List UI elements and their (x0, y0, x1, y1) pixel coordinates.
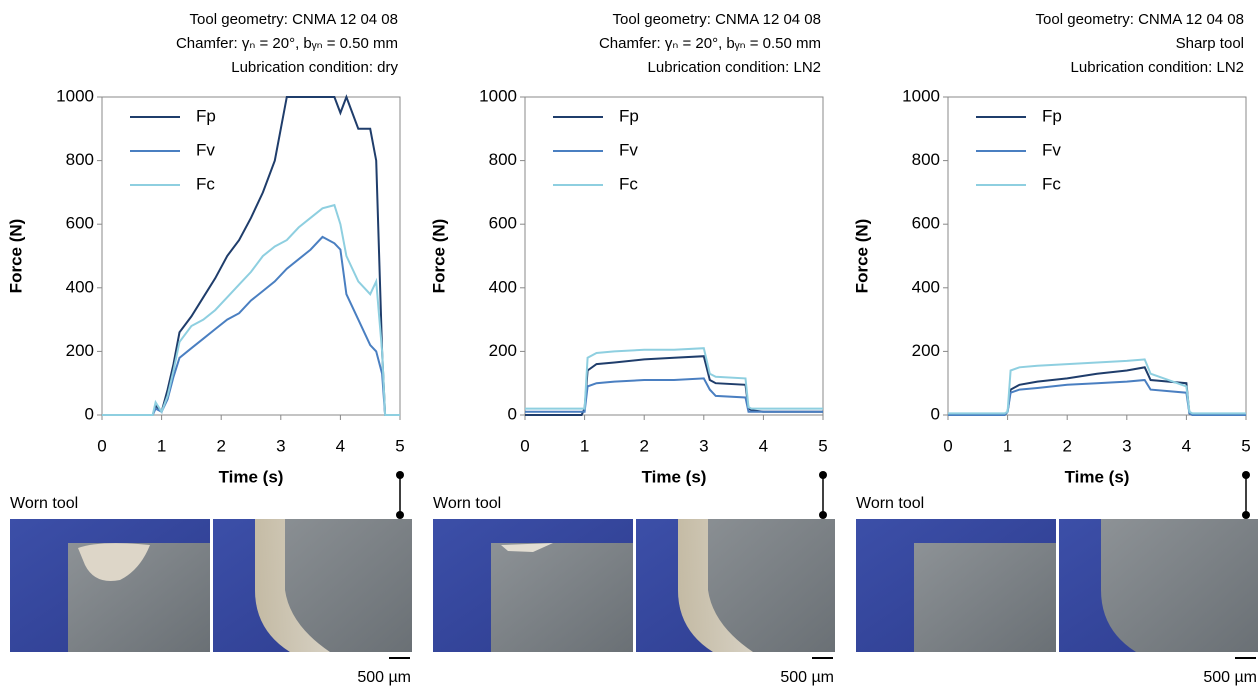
photo-label: Worn tool (856, 495, 924, 512)
series-line (525, 347, 823, 410)
x-tick-label: 2 (216, 436, 225, 455)
x-tick-label: 5 (1241, 436, 1250, 455)
x-axis-label: Time (s) (642, 467, 707, 486)
legend-label: Fv (619, 140, 638, 159)
series-line (948, 358, 1246, 415)
x-axis-label: Time (s) (219, 467, 284, 486)
connector-dot (396, 471, 404, 479)
plot-frame (947, 96, 1247, 416)
wear-band (678, 519, 753, 652)
series-line (525, 355, 823, 416)
x-tick-label: 1 (580, 436, 589, 455)
y-tick-label: 0 (85, 404, 94, 423)
chart-title: Sharp tool (1176, 35, 1244, 52)
wear-zone (501, 543, 553, 552)
connector-dot (1242, 511, 1250, 519)
connector-dot (819, 471, 827, 479)
legend-label: Fp (619, 106, 639, 125)
legend-label: Fc (196, 174, 215, 193)
x-tick-label: 3 (699, 436, 708, 455)
y-tick-label: 600 (66, 214, 94, 233)
chart-title: Lubrication condition: LN2 (1071, 59, 1244, 76)
x-tick-label: 4 (759, 436, 768, 455)
chart-title: Lubrication condition: LN2 (648, 59, 821, 76)
chart-title: Chamfer: γₙ = 20°, bᵧₙ = 0.50 mm (176, 35, 398, 52)
x-tick-label: 3 (1122, 436, 1131, 455)
chart-title: Tool geometry: CNMA 12 04 08 (1036, 11, 1244, 28)
legend-label: Fv (1042, 140, 1061, 159)
scale-label: 500 µm (780, 669, 834, 686)
photo-label: Worn tool (433, 495, 501, 512)
x-tick-label: 2 (639, 436, 648, 455)
scale-label: 500 µm (1203, 669, 1257, 686)
legend-label: Fc (619, 174, 638, 193)
x-tick-label: 1 (157, 436, 166, 455)
chart-title: Chamfer: γₙ = 20°, bᵧₙ = 0.50 mm (599, 35, 821, 52)
series-line (102, 94, 400, 416)
legend-label: Fv (196, 140, 215, 159)
y-tick-label: 400 (66, 277, 94, 296)
y-tick-label: 200 (489, 341, 517, 360)
series-line (102, 235, 400, 416)
y-tick-label: 800 (489, 150, 517, 169)
y-tick-label: 1000 (902, 86, 940, 105)
tool-body (491, 543, 633, 652)
y-tick-label: 1000 (56, 86, 94, 105)
y-tick-label: 600 (912, 214, 940, 233)
chart-title: Lubrication condition: dry (231, 59, 398, 76)
plot-frame (101, 96, 401, 416)
y-tick-label: 400 (489, 277, 517, 296)
x-tick-label: 0 (520, 436, 529, 455)
y-axis-label: Force (N) (852, 219, 871, 294)
x-tick-label: 0 (97, 436, 106, 455)
legend-label: Fp (1042, 106, 1062, 125)
series-line (948, 378, 1246, 416)
y-axis-label: Force (N) (429, 219, 448, 294)
chart-title: Tool geometry: CNMA 12 04 08 (190, 11, 398, 28)
wear-zone (78, 543, 150, 581)
chart-title: Tool geometry: CNMA 12 04 08 (613, 11, 821, 28)
series-line (102, 203, 400, 416)
x-axis-label: Time (s) (1065, 467, 1130, 486)
series-line (525, 377, 823, 413)
y-tick-label: 1000 (479, 86, 517, 105)
tool-edge (1101, 519, 1258, 652)
y-tick-label: 0 (931, 404, 940, 423)
legend-label: Fp (196, 106, 216, 125)
scale-label: 500 µm (357, 669, 411, 686)
x-tick-label: 4 (336, 436, 345, 455)
y-tick-label: 800 (66, 150, 94, 169)
y-tick-label: 200 (912, 341, 940, 360)
x-tick-label: 5 (395, 436, 404, 455)
y-tick-label: 0 (508, 404, 517, 423)
plot-frame (524, 96, 824, 416)
y-tick-label: 600 (489, 214, 517, 233)
x-tick-label: 4 (1182, 436, 1191, 455)
y-tick-label: 800 (912, 150, 940, 169)
series-line (948, 366, 1246, 416)
connector-dot (1242, 471, 1250, 479)
x-tick-label: 3 (276, 436, 285, 455)
connector-dot (819, 511, 827, 519)
tool-body (914, 543, 1056, 652)
connector-dot (396, 511, 404, 519)
photo-label: Worn tool (10, 495, 78, 512)
x-tick-label: 5 (818, 436, 827, 455)
x-tick-label: 2 (1062, 436, 1071, 455)
x-tick-label: 1 (1003, 436, 1012, 455)
wear-band (255, 519, 330, 652)
y-axis-label: Force (N) (6, 219, 25, 294)
y-tick-label: 400 (912, 277, 940, 296)
y-tick-label: 200 (66, 341, 94, 360)
x-tick-label: 0 (943, 436, 952, 455)
legend-label: Fc (1042, 174, 1061, 193)
